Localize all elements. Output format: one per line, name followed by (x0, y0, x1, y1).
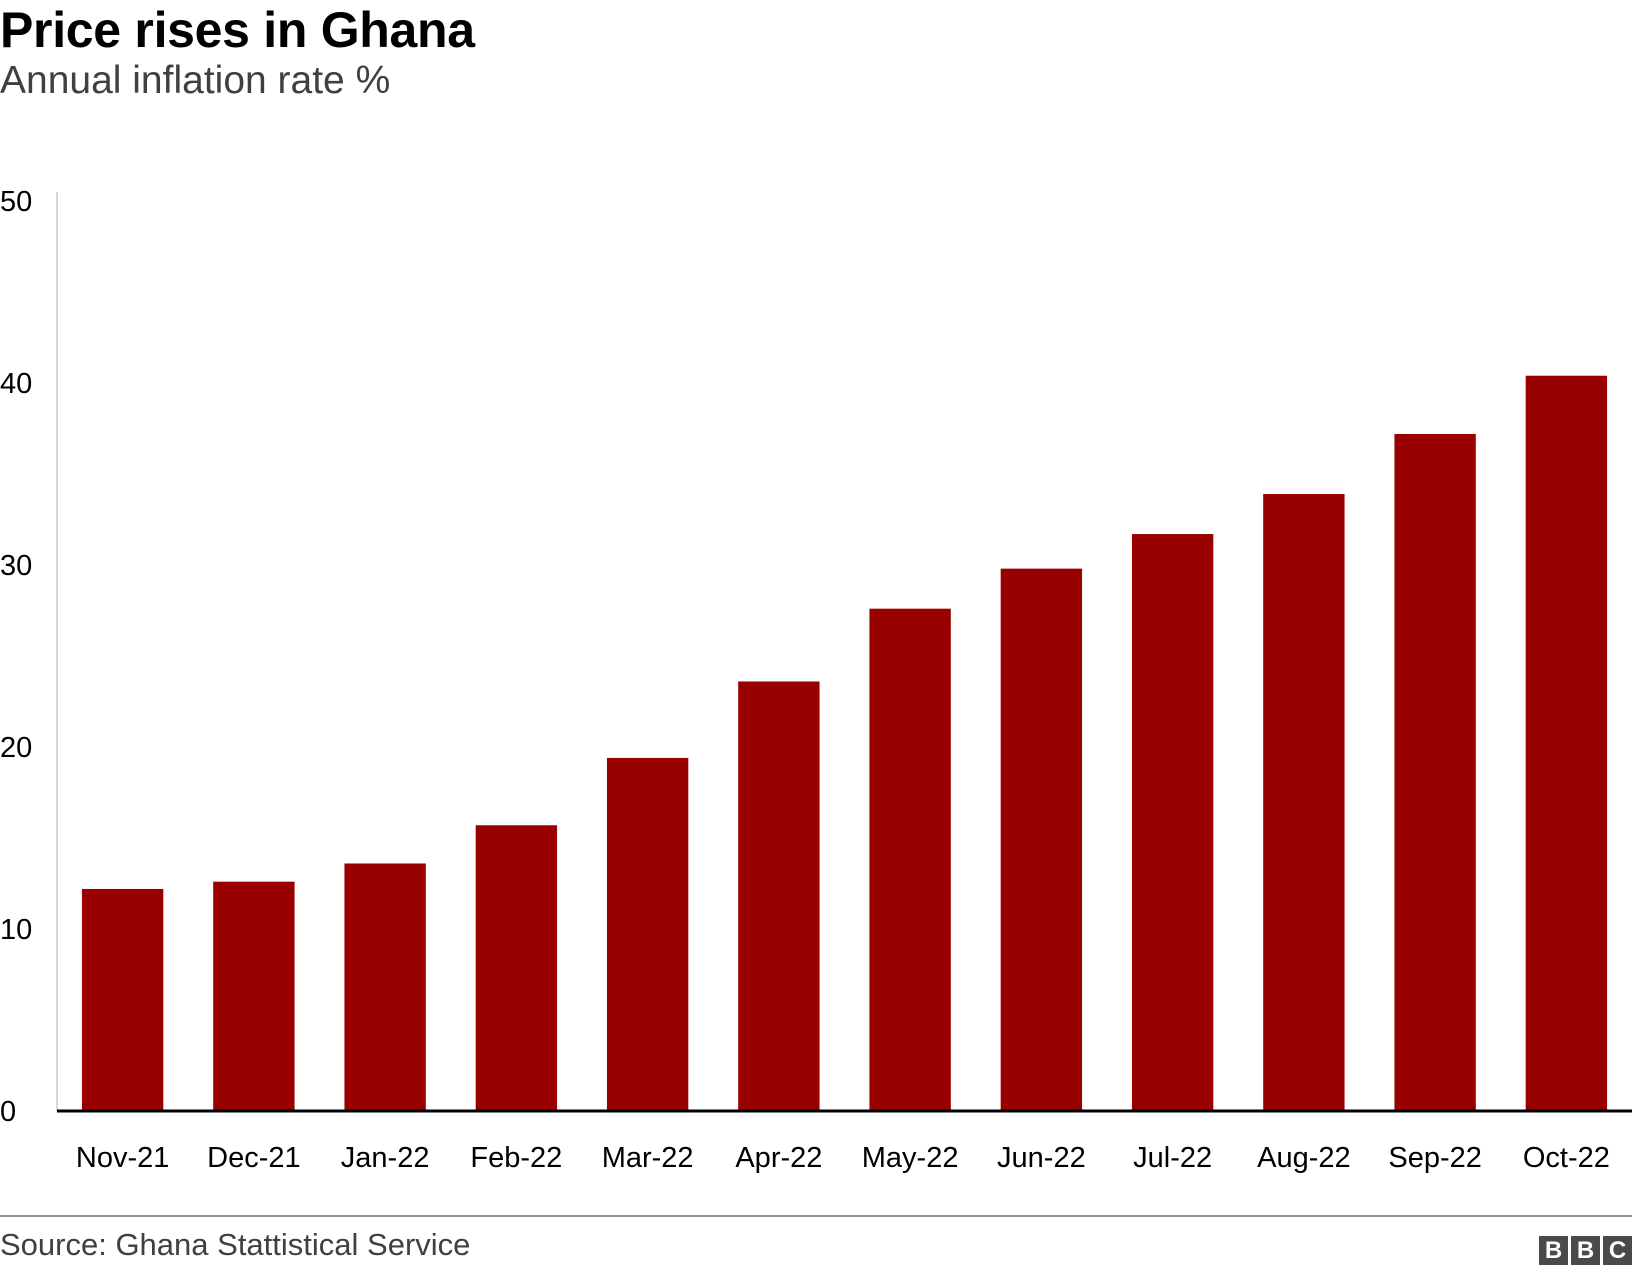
bar (81, 888, 164, 1111)
y-tick-label: 0 (0, 1096, 16, 1128)
x-tick-label: Dec-21 (207, 1142, 301, 1174)
bbc-logo-letter-c: C (1603, 1236, 1632, 1265)
bar (213, 881, 295, 1111)
y-tick-label: 30 (0, 550, 32, 582)
bar (1525, 375, 1608, 1112)
x-tick-label: Nov-21 (76, 1142, 170, 1174)
bar-chart: 0 10 20 30 40 50 Nov-21 Dec-21 Jan-22 Feb-22 Mar-… (0, 186, 1632, 1174)
x-tick-label: Jul-22 (1133, 1142, 1212, 1174)
bar (344, 863, 426, 1111)
source-note: Source: Ghana Stattistical Service (0, 1227, 471, 1262)
y-tick-label: 10 (0, 914, 32, 946)
x-tick-label: Aug-22 (1257, 1142, 1351, 1174)
bbc-logo: B B C (1539, 1236, 1632, 1265)
x-tick-label: May-22 (862, 1142, 959, 1174)
bar (1394, 433, 1476, 1112)
bbc-logo-letter-b2: B (1571, 1236, 1600, 1265)
bar (738, 681, 820, 1111)
bar (869, 608, 951, 1111)
y-tick-label: 50 (0, 186, 32, 218)
bar (1263, 494, 1345, 1111)
x-tick-label: Sep-22 (1388, 1142, 1482, 1174)
chart-title: Price rises in Ghana (0, 2, 475, 58)
bar (1000, 568, 1083, 1111)
bars (81, 375, 1608, 1112)
bar (475, 825, 558, 1111)
bar (1131, 534, 1214, 1111)
footer-divider (0, 1215, 1632, 1217)
x-axis-ticks: Nov-21 Dec-21 Jan-22 Feb-22 Mar-22 Apr-22 May-… (76, 1142, 1610, 1174)
y-tick-label: 40 (0, 368, 32, 400)
chart-subtitle: Annual inflation rate % (0, 59, 391, 102)
bar (606, 757, 689, 1111)
x-tick-label: Oct-22 (1523, 1142, 1610, 1174)
y-axis-ticks: 0 10 20 30 40 50 (0, 186, 32, 1128)
x-tick-label: Jun-22 (997, 1142, 1086, 1174)
x-tick-label: Jan-22 (341, 1142, 430, 1174)
y-tick-label: 20 (0, 732, 32, 764)
x-tick-label: Feb-22 (470, 1142, 562, 1174)
bbc-logo-letter-b1: B (1539, 1236, 1568, 1265)
x-tick-label: Mar-22 (602, 1142, 694, 1174)
x-tick-label: Apr-22 (735, 1142, 822, 1174)
